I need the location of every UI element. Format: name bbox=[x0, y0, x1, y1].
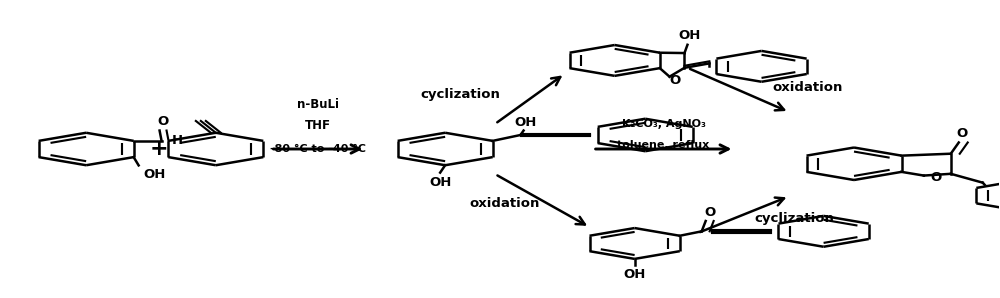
Text: cyclization: cyclization bbox=[754, 212, 834, 225]
Text: cyclization: cyclization bbox=[420, 88, 500, 101]
Text: OH: OH bbox=[429, 176, 451, 189]
Text: O: O bbox=[956, 127, 967, 139]
Text: OH: OH bbox=[678, 29, 701, 42]
Text: +: + bbox=[150, 139, 168, 159]
Text: K₂CO₃, AgNO₃: K₂CO₃, AgNO₃ bbox=[622, 119, 705, 129]
Text: OH: OH bbox=[514, 116, 537, 129]
Text: H: H bbox=[172, 134, 183, 147]
Text: O: O bbox=[930, 171, 941, 184]
Text: oxidation: oxidation bbox=[772, 80, 842, 94]
Text: O: O bbox=[704, 206, 715, 219]
Text: n-BuLi: n-BuLi bbox=[297, 98, 339, 111]
Text: -80 °C to -40 °C: -80 °C to -40 °C bbox=[270, 144, 366, 154]
Text: OH: OH bbox=[623, 268, 646, 281]
Text: toluene, reflux: toluene, reflux bbox=[617, 139, 710, 150]
Text: oxidation: oxidation bbox=[470, 197, 540, 210]
Text: THF: THF bbox=[305, 119, 331, 132]
Text: OH: OH bbox=[144, 168, 166, 181]
Text: O: O bbox=[157, 115, 168, 128]
Text: O: O bbox=[669, 74, 680, 87]
